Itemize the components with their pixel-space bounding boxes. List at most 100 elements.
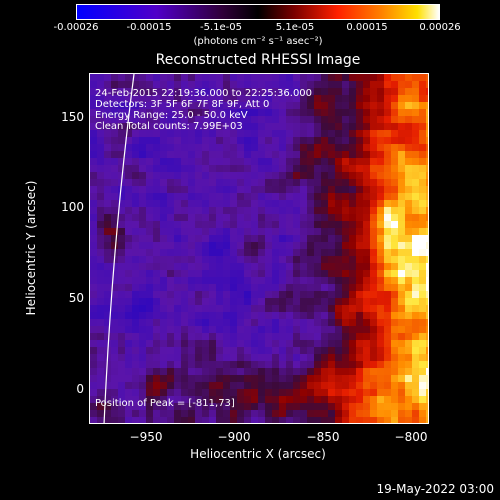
- image-pixel: [349, 417, 357, 423]
- image-pixel: [230, 417, 238, 423]
- image-pixel: [342, 207, 350, 215]
- image-pixel: [258, 242, 266, 250]
- image-pixel: [181, 242, 189, 250]
- image-pixel: [377, 151, 385, 159]
- image-pixel: [335, 263, 343, 271]
- image-pixel: [307, 242, 315, 250]
- image-pixel: [90, 326, 98, 334]
- image-pixel: [195, 130, 203, 138]
- image-pixel: [307, 361, 315, 369]
- image-pixel: [153, 368, 161, 376]
- image-pixel: [412, 368, 420, 376]
- image-pixel: [202, 270, 210, 278]
- image-pixel: [272, 130, 280, 138]
- image-pixel: [188, 382, 196, 390]
- image-pixel: [272, 340, 280, 348]
- image-pixel: [307, 88, 315, 96]
- image-pixel: [146, 312, 154, 320]
- image-pixel: [384, 277, 392, 285]
- image-pixel: [328, 235, 336, 243]
- image-pixel: [160, 277, 168, 285]
- image-pixel: [104, 375, 112, 383]
- y-axis-label: Heliocentric Y (arcsec): [24, 180, 38, 316]
- image-pixel: [335, 74, 343, 82]
- image-pixel: [118, 130, 126, 138]
- image-pixel: [426, 221, 428, 229]
- image-pixel: [335, 396, 343, 404]
- image-pixel: [398, 389, 406, 397]
- image-pixel: [300, 249, 308, 257]
- image-pixel: [419, 270, 427, 278]
- image-pixel: [342, 354, 350, 362]
- image-pixel: [237, 151, 245, 159]
- image-pixel: [391, 158, 399, 166]
- image-pixel: [244, 249, 252, 257]
- image-pixel: [251, 207, 259, 215]
- image-pixel: [188, 228, 196, 236]
- image-pixel: [370, 151, 378, 159]
- image-pixel: [195, 319, 203, 327]
- image-pixel: [370, 235, 378, 243]
- image-pixel: [286, 410, 294, 418]
- image-pixel: [209, 102, 217, 110]
- image-pixel: [384, 165, 392, 173]
- image-pixel: [300, 347, 308, 355]
- image-pixel: [216, 151, 224, 159]
- image-pixel: [426, 403, 428, 411]
- image-pixel: [363, 186, 371, 194]
- image-pixel: [104, 256, 112, 264]
- image-pixel: [342, 186, 350, 194]
- image-pixel: [321, 333, 329, 341]
- image-pixel: [202, 361, 210, 369]
- image-pixel: [293, 403, 301, 411]
- image-pixel: [118, 109, 126, 117]
- image-pixel: [90, 298, 98, 306]
- image-pixel: [125, 312, 133, 320]
- image-pixel: [293, 291, 301, 299]
- image-pixel: [279, 179, 287, 187]
- image-pixel: [328, 95, 336, 103]
- image-pixel: [349, 158, 357, 166]
- image-pixel: [412, 417, 420, 423]
- image-pixel: [300, 263, 308, 271]
- image-pixel: [188, 312, 196, 320]
- image-pixel: [139, 298, 147, 306]
- image-pixel: [286, 326, 294, 334]
- image-pixel: [167, 74, 175, 82]
- image-pixel: [132, 109, 140, 117]
- image-pixel: [230, 368, 238, 376]
- image-pixel: [293, 333, 301, 341]
- image-pixel: [300, 130, 308, 138]
- image-pixel: [202, 221, 210, 229]
- image-pixel: [97, 158, 105, 166]
- image-pixel: [398, 74, 406, 82]
- image-pixel: [146, 193, 154, 201]
- image-pixel: [412, 137, 420, 145]
- image-pixel: [209, 382, 217, 390]
- image-pixel: [209, 319, 217, 327]
- image-pixel: [216, 291, 224, 299]
- image-pixel: [237, 389, 245, 397]
- image-pixel: [139, 333, 147, 341]
- image-pixel: [286, 340, 294, 348]
- image-pixel: [342, 88, 350, 96]
- image-pixel: [132, 116, 140, 124]
- image-pixel: [335, 389, 343, 397]
- image-pixel: [265, 291, 273, 299]
- image-pixel: [426, 179, 428, 187]
- image-pixel: [188, 319, 196, 327]
- image-pixel: [258, 158, 266, 166]
- image-pixel: [90, 256, 98, 264]
- image-pixel: [349, 74, 357, 82]
- image-pixel: [237, 95, 245, 103]
- image-pixel: [272, 200, 280, 208]
- image-pixel: [251, 158, 259, 166]
- image-pixel: [349, 221, 357, 229]
- image-pixel: [398, 235, 406, 243]
- image-pixel: [111, 214, 119, 222]
- image-pixel: [363, 95, 371, 103]
- image-pixel: [125, 277, 133, 285]
- image-pixel: [265, 144, 273, 152]
- image-pixel: [160, 396, 168, 404]
- image-pixel: [419, 137, 427, 145]
